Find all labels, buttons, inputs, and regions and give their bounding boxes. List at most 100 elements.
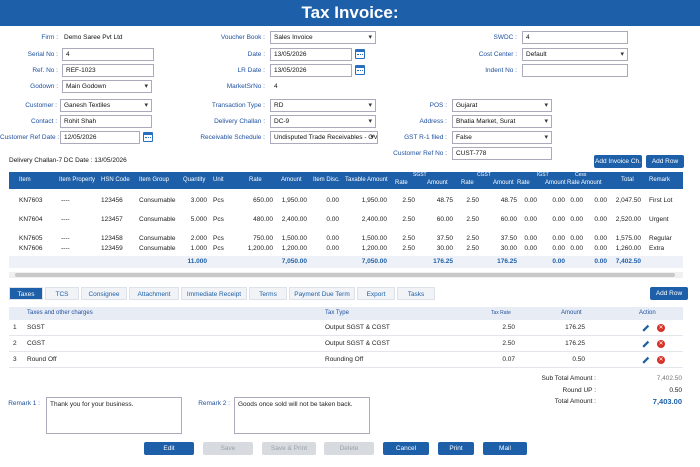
edit-button[interactable]: Edit: [144, 442, 194, 455]
contact-label: Contact :: [30, 118, 57, 125]
cell-hsn: 123458: [101, 235, 123, 242]
godown-select[interactable]: Main Godown: [62, 80, 152, 93]
tab-tasks[interactable]: Tasks: [397, 287, 435, 300]
edit-icon[interactable]: [642, 356, 650, 364]
table-row[interactable]: KN7606 ---- 123459 Consumable 1.000 Pcs …: [9, 245, 683, 267]
delivery-challan-select[interactable]: DC-9: [270, 115, 376, 128]
save-button[interactable]: Save: [203, 442, 253, 455]
col-taxable-amount: Taxable Amount: [345, 177, 388, 183]
voucher-book-select[interactable]: Sales Invoice: [270, 31, 376, 44]
cell-total: 2,047.50: [615, 197, 641, 204]
ref-no-input[interactable]: REF-1023: [62, 64, 154, 77]
lr-date-input[interactable]: 13/05/2026: [270, 64, 352, 77]
col-cgst: CGST: [477, 172, 491, 178]
customer-ref-date-label: Customer Ref Date :: [0, 134, 60, 141]
sub-total-value: 7,402.50: [656, 375, 682, 382]
cell-igst-amount: 0.00: [552, 197, 565, 204]
customer-ref-date-input[interactable]: 12/05/2026: [60, 131, 140, 144]
edit-icon[interactable]: [642, 340, 650, 348]
cost-center-select[interactable]: Default: [522, 48, 628, 61]
cell-hsn: 123459: [101, 245, 123, 252]
mail-button[interactable]: Mail: [483, 442, 527, 455]
cell-unit: Pcs: [213, 197, 224, 204]
save-print-button[interactable]: Save & Print: [262, 442, 316, 455]
voucher-book-label: Voucher Book :: [220, 34, 265, 41]
swdc-input[interactable]: 4: [522, 31, 628, 44]
serial-no-input[interactable]: 4: [62, 48, 154, 61]
remark1-label: Remark 1 :: [8, 400, 40, 407]
col-item: Item: [19, 177, 31, 183]
indent-no-input[interactable]: [522, 64, 628, 77]
col-item-property: Item Property: [59, 177, 96, 183]
cell-cgst-amount: 30.00: [500, 245, 517, 252]
charge-amount: 176.25: [565, 340, 585, 347]
cell-group: Consumable: [139, 245, 176, 252]
delete-icon[interactable]: ✕: [657, 340, 665, 348]
add-invoice-challan-button[interactable]: Add Invoice Ch.: [594, 155, 642, 168]
total-sgst: 176.25: [433, 258, 453, 265]
gst-r1-filed-select[interactable]: False: [452, 131, 552, 144]
edit-icon[interactable]: [642, 324, 650, 332]
cell-igst-rate: 0.00: [524, 245, 537, 252]
charge-rate: 0.07: [502, 356, 515, 363]
cell-total: 1,575.00: [615, 235, 641, 242]
print-button[interactable]: Print: [438, 442, 474, 455]
delete-icon[interactable]: ✕: [657, 356, 665, 364]
remark2-textarea[interactable]: Goods once sold will not be taken back.: [234, 397, 370, 434]
total-amount: 7,050.00: [281, 258, 307, 265]
col-action: Action: [639, 310, 656, 316]
cell-property: ----: [61, 216, 70, 223]
charge-rate: 2.50: [502, 340, 515, 347]
cell-hsn: 123456: [101, 197, 123, 204]
customer-ref-no-input[interactable]: CUST-778: [452, 147, 552, 160]
pos-select[interactable]: Gujarat: [452, 99, 552, 112]
tab-consignee[interactable]: Consignee: [81, 287, 127, 300]
horizontal-scrollbar[interactable]: [9, 272, 683, 278]
address-select[interactable]: Bhatia Market, Surat: [452, 115, 552, 128]
calendar-icon[interactable]: [355, 49, 365, 59]
charge-no: 2: [13, 340, 17, 347]
transaction-type-select[interactable]: RD: [270, 99, 376, 112]
charge-row[interactable]: 2 CGST Output SGST & CGST 2.50 176.25 ✕: [9, 336, 683, 352]
tab-taxes[interactable]: Taxes: [9, 287, 43, 300]
tab-payment-due-term[interactable]: Payment Due Term: [289, 287, 355, 300]
col-cgst-amount: Amount: [493, 180, 514, 186]
charge-row[interactable]: 3 Round Off Rounding Off 0.07 0.50 ✕: [9, 352, 683, 368]
tab-terms[interactable]: Terms: [249, 287, 287, 300]
tab-attachment[interactable]: Attachment: [129, 287, 179, 300]
table-row[interactable]: KN7603 ---- 123456 Consumable 3.000 Pcs …: [9, 191, 683, 210]
charge-row[interactable]: 1 SGST Output SGST & CGST 2.50 176.25 ✕: [9, 320, 683, 336]
add-charge-row-button[interactable]: Add Row: [650, 287, 688, 300]
cell-cgst-rate: 2.50: [466, 197, 479, 204]
scrollbar-thumb[interactable]: [15, 273, 675, 277]
cell-taxable: 1,200.00: [361, 245, 387, 252]
add-row-button[interactable]: Add Row: [646, 155, 684, 168]
col-sgst-amount: Amount: [427, 180, 448, 186]
delete-icon[interactable]: ✕: [657, 324, 665, 332]
tab-immediate-receipt[interactable]: Immediate Receipt: [181, 287, 247, 300]
indent-no-label: Indent No :: [485, 67, 517, 74]
calendar-icon[interactable]: [355, 65, 365, 75]
date-input[interactable]: 13/05/2026: [270, 48, 352, 61]
delete-button[interactable]: Delete: [324, 442, 374, 455]
table-row[interactable]: KN7605 ---- 123458 Consumable 2.000 Pcs …: [9, 229, 683, 248]
page-title: Tax Invoice:: [0, 0, 700, 26]
remark2-label: Remark 2 :: [198, 400, 230, 407]
cell-total: 1,260.00: [615, 245, 641, 252]
firm-label: Firm :: [41, 34, 58, 41]
table-row[interactable]: KN7604 ---- 123457 Consumable 5.000 Pcs …: [9, 210, 683, 229]
receivable-schedule-select[interactable]: Undisputed Trade Receivables - OV: [270, 131, 378, 144]
col-cgst-rate: Rate: [461, 180, 474, 186]
remark1-textarea[interactable]: Thank you for your business.: [46, 397, 182, 434]
charge-rate: 2.50: [502, 324, 515, 331]
lr-date-label: LR Date :: [237, 67, 265, 74]
tab-tcs[interactable]: TCS: [45, 287, 79, 300]
gst-r1-filed-label: GST R-1 filed :: [404, 134, 447, 141]
total-grand: 7,402.50: [615, 258, 641, 265]
contact-input[interactable]: Rohit Shah: [60, 115, 152, 128]
tab-export[interactable]: Export: [357, 287, 395, 300]
calendar-icon[interactable]: [143, 132, 153, 142]
col-cess-rate: Rate: [567, 180, 580, 186]
customer-select[interactable]: Ganesh Textiles: [60, 99, 152, 112]
cancel-button[interactable]: Cancel: [383, 442, 429, 455]
